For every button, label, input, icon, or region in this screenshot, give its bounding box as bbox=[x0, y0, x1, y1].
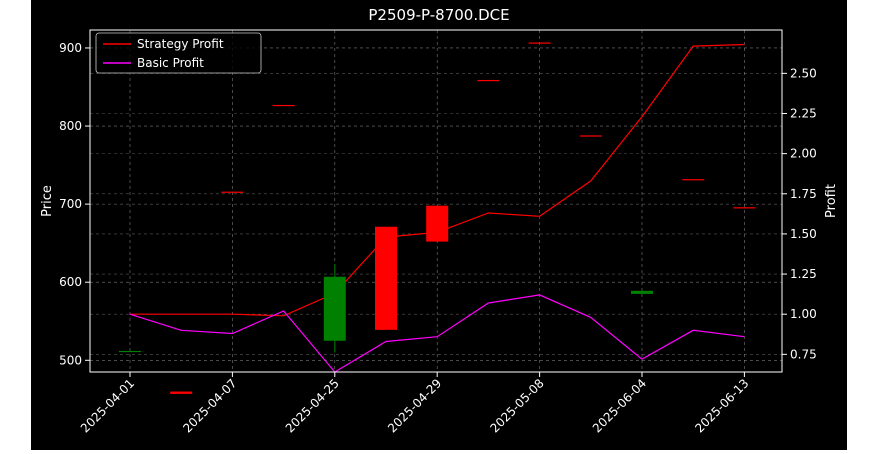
y-axis-label-right: Profit bbox=[824, 184, 839, 218]
candle bbox=[682, 179, 705, 181]
x-tick-label: 2025-06-04 bbox=[590, 376, 649, 435]
x-tick-label: 2025-06-13 bbox=[692, 376, 751, 435]
y-axis-label-left: Price bbox=[40, 185, 55, 217]
candle bbox=[426, 205, 449, 242]
candle bbox=[323, 264, 346, 353]
y-tick-label-left: 800 bbox=[59, 119, 82, 133]
x-tick-label: 2025-05-08 bbox=[488, 376, 547, 435]
candle-body bbox=[631, 290, 653, 294]
y-tick-label-left: 700 bbox=[59, 197, 82, 211]
candle-body bbox=[375, 226, 397, 330]
y-tick-label-right: 1.75 bbox=[790, 187, 817, 201]
candle bbox=[119, 350, 141, 353]
candle bbox=[375, 226, 397, 330]
y-tick-label-left: 600 bbox=[59, 275, 82, 289]
candle-body bbox=[579, 135, 602, 137]
x-tick-label: 2025-04-29 bbox=[385, 376, 444, 435]
candle-body bbox=[528, 42, 551, 44]
candle bbox=[528, 42, 551, 44]
y-tick-label-right: 2.00 bbox=[790, 147, 817, 161]
candle bbox=[579, 135, 602, 137]
candle bbox=[272, 104, 295, 107]
y-tick-label-right: 2.50 bbox=[790, 66, 817, 80]
series-line-2 bbox=[129, 294, 745, 373]
y-tick-label-right: 0.75 bbox=[790, 347, 817, 361]
y-tick-label-right: 1.25 bbox=[790, 267, 817, 281]
candle-body bbox=[119, 350, 141, 353]
candle-body bbox=[477, 79, 500, 82]
candle-body bbox=[272, 104, 295, 107]
candle-body bbox=[682, 179, 705, 181]
y-tick-label-right: 1.50 bbox=[790, 227, 817, 241]
candle bbox=[170, 391, 193, 394]
legend-entry: Basic Profit bbox=[137, 56, 204, 70]
x-tick-label: 2025-04-25 bbox=[283, 376, 342, 435]
candle-body bbox=[323, 276, 346, 341]
plot-frame bbox=[89, 29, 783, 373]
grid bbox=[90, 30, 782, 372]
chart-title: P2509-P-8700.DCE bbox=[368, 6, 509, 24]
y-tick-label-right: 2.25 bbox=[790, 106, 817, 120]
legend-box bbox=[95, 32, 262, 74]
y-tick-label-left: 900 bbox=[59, 41, 82, 55]
y-tick-label-right: 1.00 bbox=[790, 307, 817, 321]
legend: Strategy Profit Basic Profit bbox=[95, 32, 262, 74]
chart-figure: P2509-P-8700.DCE 2025-04-01 2025-04-07 202… bbox=[31, 0, 847, 450]
legend-entry: Strategy Profit bbox=[137, 37, 224, 51]
candle bbox=[221, 191, 244, 193]
candle bbox=[477, 79, 500, 82]
candle-body bbox=[733, 207, 756, 209]
candle bbox=[733, 207, 756, 209]
candle-body bbox=[170, 391, 193, 394]
candle-layer bbox=[119, 42, 756, 394]
candle-body bbox=[221, 191, 244, 193]
chart-svg: P2509-P-8700.DCE 2025-04-01 2025-04-07 202… bbox=[40, 6, 839, 435]
x-tick-label: 2025-04-01 bbox=[78, 376, 137, 435]
y-tick-label-left: 500 bbox=[59, 353, 82, 367]
candle bbox=[631, 290, 653, 294]
candle-body bbox=[426, 205, 449, 242]
x-tick-label: 2025-04-07 bbox=[180, 376, 239, 435]
